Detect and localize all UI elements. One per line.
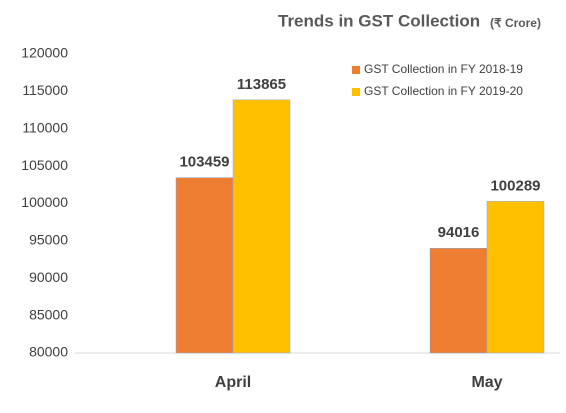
y-tick-label: 115000 <box>22 82 68 98</box>
y-tick-label: 90000 <box>29 269 68 285</box>
legend-label: GST Collection in FY 2019-20 <box>364 84 523 98</box>
y-tick-label: 110000 <box>22 119 68 135</box>
data-label: 113865 <box>237 76 286 93</box>
data-label: 103459 <box>179 154 229 171</box>
y-tick-label: 105000 <box>21 157 68 173</box>
y-tick-label: 80000 <box>29 344 68 360</box>
bar <box>486 201 545 354</box>
legend-swatch <box>352 88 360 96</box>
legend-swatch <box>352 66 360 74</box>
chart-subtitle: (₹ Crore) <box>490 16 541 30</box>
bar <box>429 247 488 354</box>
bar <box>232 99 291 354</box>
chart-title: Trends in GST Collection <box>278 11 480 30</box>
x-tick-label: April <box>215 374 251 391</box>
legend-label: GST Collection in FY 2018-19 <box>364 62 523 76</box>
bar <box>175 177 234 354</box>
data-label: 100289 <box>490 177 540 194</box>
y-tick-label: 85000 <box>29 306 68 322</box>
y-tick-label: 120000 <box>21 45 68 61</box>
x-tick-label: May <box>471 374 502 391</box>
y-tick-label: 100000 <box>21 194 68 210</box>
data-label: 94016 <box>438 224 480 241</box>
y-tick-label: 95000 <box>29 232 68 248</box>
